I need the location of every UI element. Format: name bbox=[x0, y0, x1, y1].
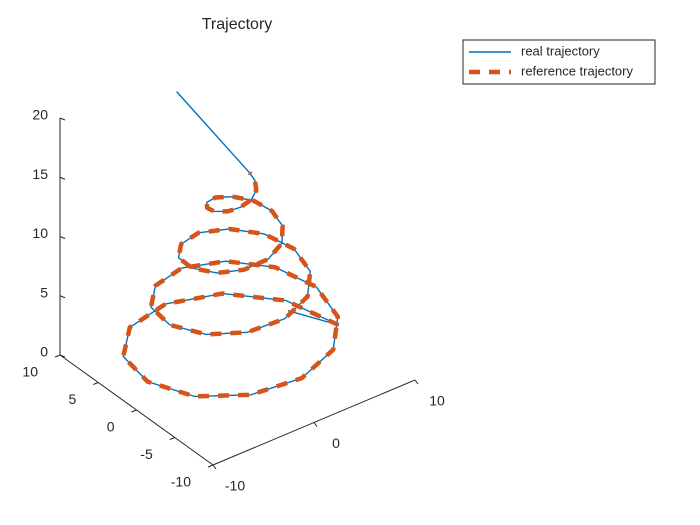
z-tick bbox=[59, 354, 66, 358]
z-tick bbox=[59, 176, 66, 180]
z-tick-label: 0 bbox=[40, 344, 48, 360]
legend-label: reference trajectory bbox=[521, 63, 633, 78]
legend: real trajectory reference trajectory bbox=[462, 39, 656, 85]
x-tick-label: 0 bbox=[332, 435, 340, 451]
legend-label: real trajectory bbox=[521, 43, 600, 58]
z-tick bbox=[59, 236, 66, 239]
z-tick-label: 10 bbox=[32, 225, 48, 241]
y-tick bbox=[169, 437, 175, 440]
z-tick-label: 15 bbox=[32, 166, 48, 182]
y-tick-label: -5 bbox=[140, 446, 153, 462]
y-tick-label: 0 bbox=[107, 419, 115, 435]
trajectory-line bbox=[121, 171, 341, 399]
y-tick bbox=[207, 464, 214, 468]
x-tick bbox=[414, 379, 419, 385]
chart-title: Trajectory bbox=[202, 16, 273, 33]
x-tick bbox=[313, 422, 318, 427]
x-tick-label: 10 bbox=[429, 393, 445, 409]
y-tick-label: 5 bbox=[68, 391, 76, 407]
y-tick-label: -10 bbox=[171, 474, 191, 490]
y-tick-label: 10 bbox=[22, 364, 38, 380]
z-tick bbox=[59, 117, 66, 121]
z-tick bbox=[59, 295, 66, 299]
x-tick-label: -10 bbox=[225, 478, 245, 494]
z-tick-label: 5 bbox=[40, 284, 48, 300]
legend-box bbox=[462, 39, 656, 85]
y-tick bbox=[54, 354, 61, 358]
z-tick-label: 20 bbox=[32, 107, 48, 123]
x-tick bbox=[212, 464, 217, 470]
y-tick bbox=[131, 409, 137, 413]
y-tick bbox=[93, 382, 99, 385]
